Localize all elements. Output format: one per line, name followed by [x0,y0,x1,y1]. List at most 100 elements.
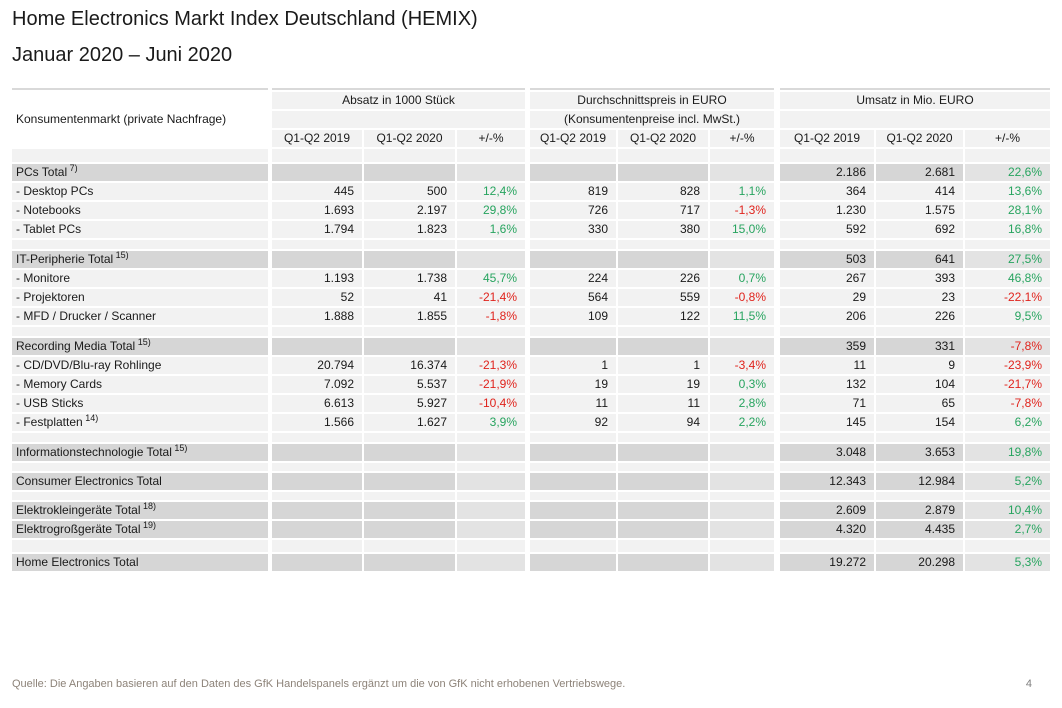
cell-value: 414 [876,183,965,202]
table-row: Q1-Q2 2019 Q1-Q2 2020 +/-% Q1-Q2 2019 Q1-Q2 … [12,130,1050,149]
cell-value: 2.681 [876,164,965,183]
section-row: Home Electronics Total 19.272 20.298 5,3% [12,554,1050,573]
cell-value: 500 [364,183,457,202]
table-row [12,88,1050,92]
spacer-cell [780,240,876,251]
row-label: Informationstechnologie Total 15) [12,444,268,463]
cell-value [364,473,457,492]
spacer-cell [965,327,1050,338]
cell-percent-change: -23,9% [965,357,1050,376]
spacer-cell [364,540,457,554]
spacer-cell [457,540,525,554]
table-label-header: Konsumentenmarkt (private Nachfrage) [12,111,268,130]
data-row: - Memory Cards 7.092 5.537 -21,9% 19 19 0,3% 13… [12,376,1050,395]
cell-percent-change: -22,1% [965,289,1050,308]
cell-value: 692 [876,221,965,240]
spacer-cell [272,540,364,554]
cell-value: 1.230 [780,202,876,221]
cell-value: 4.320 [780,521,876,540]
spacer-cell [965,463,1050,473]
cell-value [618,251,710,270]
spacer-cell [710,463,774,473]
group-header: Durchschnittspreis in EURO [530,92,774,111]
cell-value: 1.738 [364,270,457,289]
cell-value: 23 [876,289,965,308]
cell-value [530,554,618,573]
row-label: - MFD / Drucker / Scanner [12,308,268,327]
spacer-cell [780,463,876,473]
spacer-cell [618,463,710,473]
section-row: Elektrogroßgeräte Total 19) 4.320 4.435 2,7… [12,521,1050,540]
cell-value: 145 [780,414,876,433]
spacer-cell [618,492,710,502]
cell-percent-change: -3,4% [710,357,774,376]
row-label: - CD/DVD/Blu-ray Rohlinge [12,357,268,376]
cell-percent-change: 29,8% [457,202,525,221]
spacer-row [12,240,1050,251]
cell-value: 9 [876,357,965,376]
section-row: Informationstechnologie Total 15) 3.048 3.… [12,444,1050,463]
row-label: - USB Sticks [12,395,268,414]
cell-value: 4.435 [876,521,965,540]
cell-percent-change: 19,8% [965,444,1050,463]
cell-percent-change: 1,1% [710,183,774,202]
spacer-cell [530,433,618,444]
group-subheader: (Konsumentenpreise incl. MwSt.) [530,111,774,130]
cell-value: 1.627 [364,414,457,433]
cell-value: 12.984 [876,473,965,492]
spacer-cell [364,327,457,338]
cell-percent-change: 5,2% [965,473,1050,492]
spacer-cell [618,149,710,164]
row-label: IT-Peripherie Total 15) [12,251,268,270]
section-row: Elektrokleingeräte Total 18) 2.609 2.879 10… [12,502,1050,521]
cell-value: 19 [530,376,618,395]
group-header: Absatz in 1000 Stück [272,92,525,111]
hemix-table: Absatz in 1000 Stück Durchschnittspreis i… [12,88,1050,573]
column-header: Q1-Q2 2019 [780,130,876,149]
cell-value: 20.298 [876,554,965,573]
cell-percent-change: 6,2% [965,414,1050,433]
cell-value: 41 [364,289,457,308]
cell-percent-change [710,473,774,492]
cell-value [530,338,618,357]
page-subtitle: Januar 2020 – Juni 2020 [12,44,233,66]
cell-percent-change: 2,8% [710,395,774,414]
cell-value: 226 [618,270,710,289]
spacer-cell [876,492,965,502]
spacer-cell [457,149,525,164]
cell-percent-change [457,164,525,183]
cell-value: 20.794 [272,357,364,376]
spacer-cell [876,540,965,554]
spacer-cell [12,327,268,338]
cell-value: 52 [272,289,364,308]
spacer-cell [457,327,525,338]
cell-percent-change: 0,7% [710,270,774,289]
cell-percent-change: -7,8% [965,338,1050,357]
data-row: - Projektoren 52 41 -21,4% 564 559 -0,8% 29 23 -2… [12,289,1050,308]
spacer-cell [618,240,710,251]
cell-value [272,251,364,270]
table-top-strip [272,88,525,92]
spacer-row [12,492,1050,502]
cell-value: 1.575 [876,202,965,221]
cell-percent-change [457,338,525,357]
cell-percent-change: 2,2% [710,414,774,433]
cell-percent-change: -10,4% [457,395,525,414]
cell-percent-change [710,521,774,540]
cell-value [364,554,457,573]
data-row: - Tablet PCs 1.794 1.823 1,6% 330 380 15,0% 592… [12,221,1050,240]
section-row: PCs Total 7) 2.186 2.681 22,6% [12,164,1050,183]
cell-value [530,473,618,492]
cell-value: 445 [272,183,364,202]
cell-value [364,251,457,270]
cell-value [272,521,364,540]
cell-value [272,338,364,357]
spacer-cell [457,492,525,502]
column-header: Q1-Q2 2019 [272,130,364,149]
cell-percent-change: 28,1% [965,202,1050,221]
spacer-cell [710,240,774,251]
cell-value: 592 [780,221,876,240]
column-header: Q1-Q2 2020 [364,130,457,149]
cell-value [530,164,618,183]
cell-percent-change: -21,9% [457,376,525,395]
